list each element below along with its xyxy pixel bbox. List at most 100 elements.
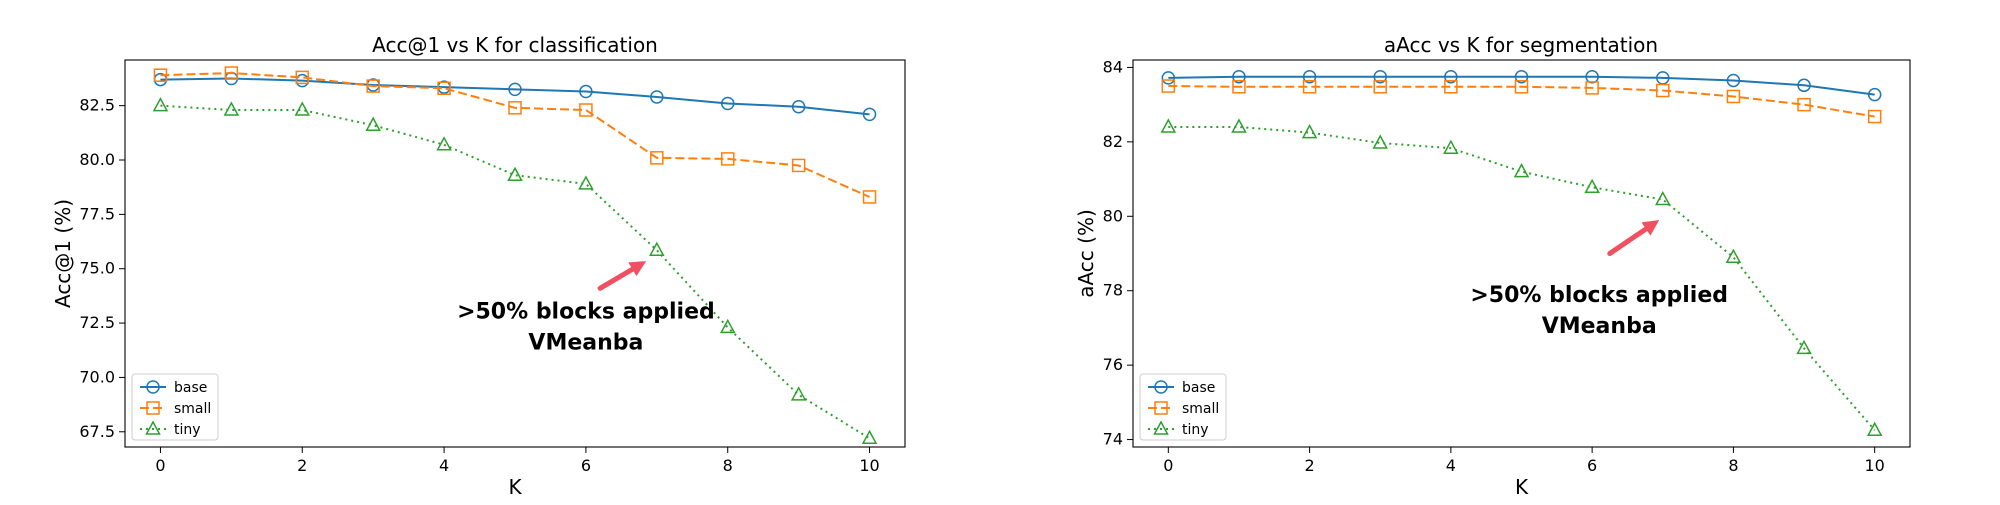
data-point-base [1373, 69, 1387, 84]
data-point-base [1232, 69, 1246, 84]
data-point-small [1514, 80, 1529, 94]
x-axis-label: K [1515, 475, 1529, 499]
series-line-small [1168, 85, 1875, 118]
annotation-text: >50% blocks applied [1470, 283, 1728, 308]
data-point-small [153, 68, 168, 82]
data-point-small [862, 190, 877, 204]
data-point-base [1161, 71, 1176, 85]
data-point-small [366, 79, 380, 93]
annotation-text: VMeanba [1542, 314, 1657, 339]
data-point-small [579, 103, 593, 117]
annotation-text: >50% blocks applied [457, 300, 715, 325]
data-point-tiny [507, 166, 523, 181]
chart-1: aAcc vs K for segmentation 0 2 4 6 8 10 74 76 78 8… [1074, 33, 1911, 499]
legend-marker-tiny [145, 420, 161, 435]
y-tick-label: 78 [1103, 281, 1123, 300]
data-point-base [1867, 87, 1882, 102]
x-tick-label: 4 [1446, 456, 1456, 475]
data-point-small [1656, 83, 1670, 98]
annotation-arrow-shaft [1607, 226, 1649, 256]
chart-title: Acc@1 vs K for classification [372, 33, 658, 57]
data-point-tiny [1301, 123, 1318, 139]
data-point-base [720, 96, 735, 111]
data-point-tiny [1866, 421, 1883, 437]
series-small [153, 66, 877, 204]
data-point-tiny [1655, 190, 1671, 206]
annotation-arrow-head [628, 261, 647, 277]
data-point-small [1444, 80, 1458, 94]
series-line-small [160, 72, 870, 198]
data-point-small [224, 66, 239, 80]
y-tick-label: 80 [1103, 206, 1123, 225]
y-axis-label: Acc@1 (%) [51, 199, 75, 308]
legend-marker-small [146, 401, 160, 415]
y-tick-label: 72.5 [79, 313, 115, 332]
y-axis-label: aAcc (%) [1074, 209, 1098, 298]
data-point-base [1444, 69, 1458, 84]
legend-label-small: small [1182, 401, 1219, 417]
data-point-small [650, 151, 664, 165]
legend-label-base: base [1182, 380, 1215, 396]
data-point-small [508, 101, 522, 115]
data-point-base [791, 99, 806, 114]
series-tiny [152, 97, 878, 445]
y-tick-label: 80.0 [79, 150, 115, 169]
series-tiny [1160, 118, 1883, 437]
data-point-base [508, 82, 522, 97]
data-point-base [579, 84, 593, 99]
data-point-tiny [719, 318, 736, 334]
y-tick-label: 82 [1103, 132, 1123, 151]
data-point-small [1161, 79, 1176, 93]
data-point-tiny [578, 175, 594, 190]
data-point-tiny [1160, 118, 1177, 133]
legend-label-small: small [174, 401, 211, 417]
y-tick-label: 74 [1103, 430, 1123, 449]
x-tick-label: 6 [581, 456, 591, 475]
plot-area-frame [124, 59, 906, 448]
x-tick-label: 8 [1728, 456, 1738, 475]
data-point-small [1302, 80, 1317, 94]
y-tick-label: 70.0 [79, 367, 115, 386]
series-base [153, 71, 877, 122]
chart-title: aAcc vs K for segmentation [1384, 33, 1658, 57]
data-point-base [1797, 78, 1811, 93]
data-point-tiny [1231, 118, 1247, 133]
data-point-base [1726, 73, 1741, 88]
data-point-tiny [223, 101, 240, 116]
data-point-small [295, 70, 310, 85]
x-tick-label: 8 [723, 456, 733, 475]
legend: base small tiny [1139, 373, 1227, 441]
data-point-small [791, 158, 806, 173]
data-point-tiny [861, 429, 878, 445]
data-point-small [1867, 109, 1882, 124]
y-tick-label: 75.0 [79, 259, 115, 278]
series-line-tiny [1168, 125, 1876, 431]
annotation: >50% blocks applied VMeanba [457, 261, 715, 356]
legend-label-tiny: tiny [174, 422, 201, 438]
legend: base small tiny [131, 373, 219, 441]
x-tick-label: 10 [859, 456, 879, 475]
legend-label-tiny: tiny [1182, 422, 1209, 438]
data-point-small [1373, 80, 1387, 94]
x-tick-label: 2 [1304, 456, 1314, 475]
x-axis-label: K [508, 475, 522, 499]
series-small [1161, 79, 1882, 124]
y-tick-label: 67.5 [79, 422, 115, 441]
data-point-tiny [365, 116, 381, 131]
data-point-base [1514, 69, 1529, 84]
data-point-tiny [436, 136, 452, 151]
data-point-tiny [152, 97, 169, 112]
legend-marker-base [146, 380, 160, 394]
x-tick-label: 0 [155, 456, 165, 475]
data-point-small [1232, 80, 1246, 94]
data-point-tiny [1513, 163, 1530, 178]
data-point-base [1302, 69, 1317, 84]
data-point-tiny [1584, 178, 1600, 194]
legend-label-base: base [174, 380, 207, 396]
data-point-small [437, 81, 451, 96]
annotation-arrow-shaft [597, 266, 635, 291]
legend-marker-small [1154, 401, 1168, 415]
data-point-tiny [1372, 134, 1388, 149]
data-point-small [1585, 81, 1599, 95]
